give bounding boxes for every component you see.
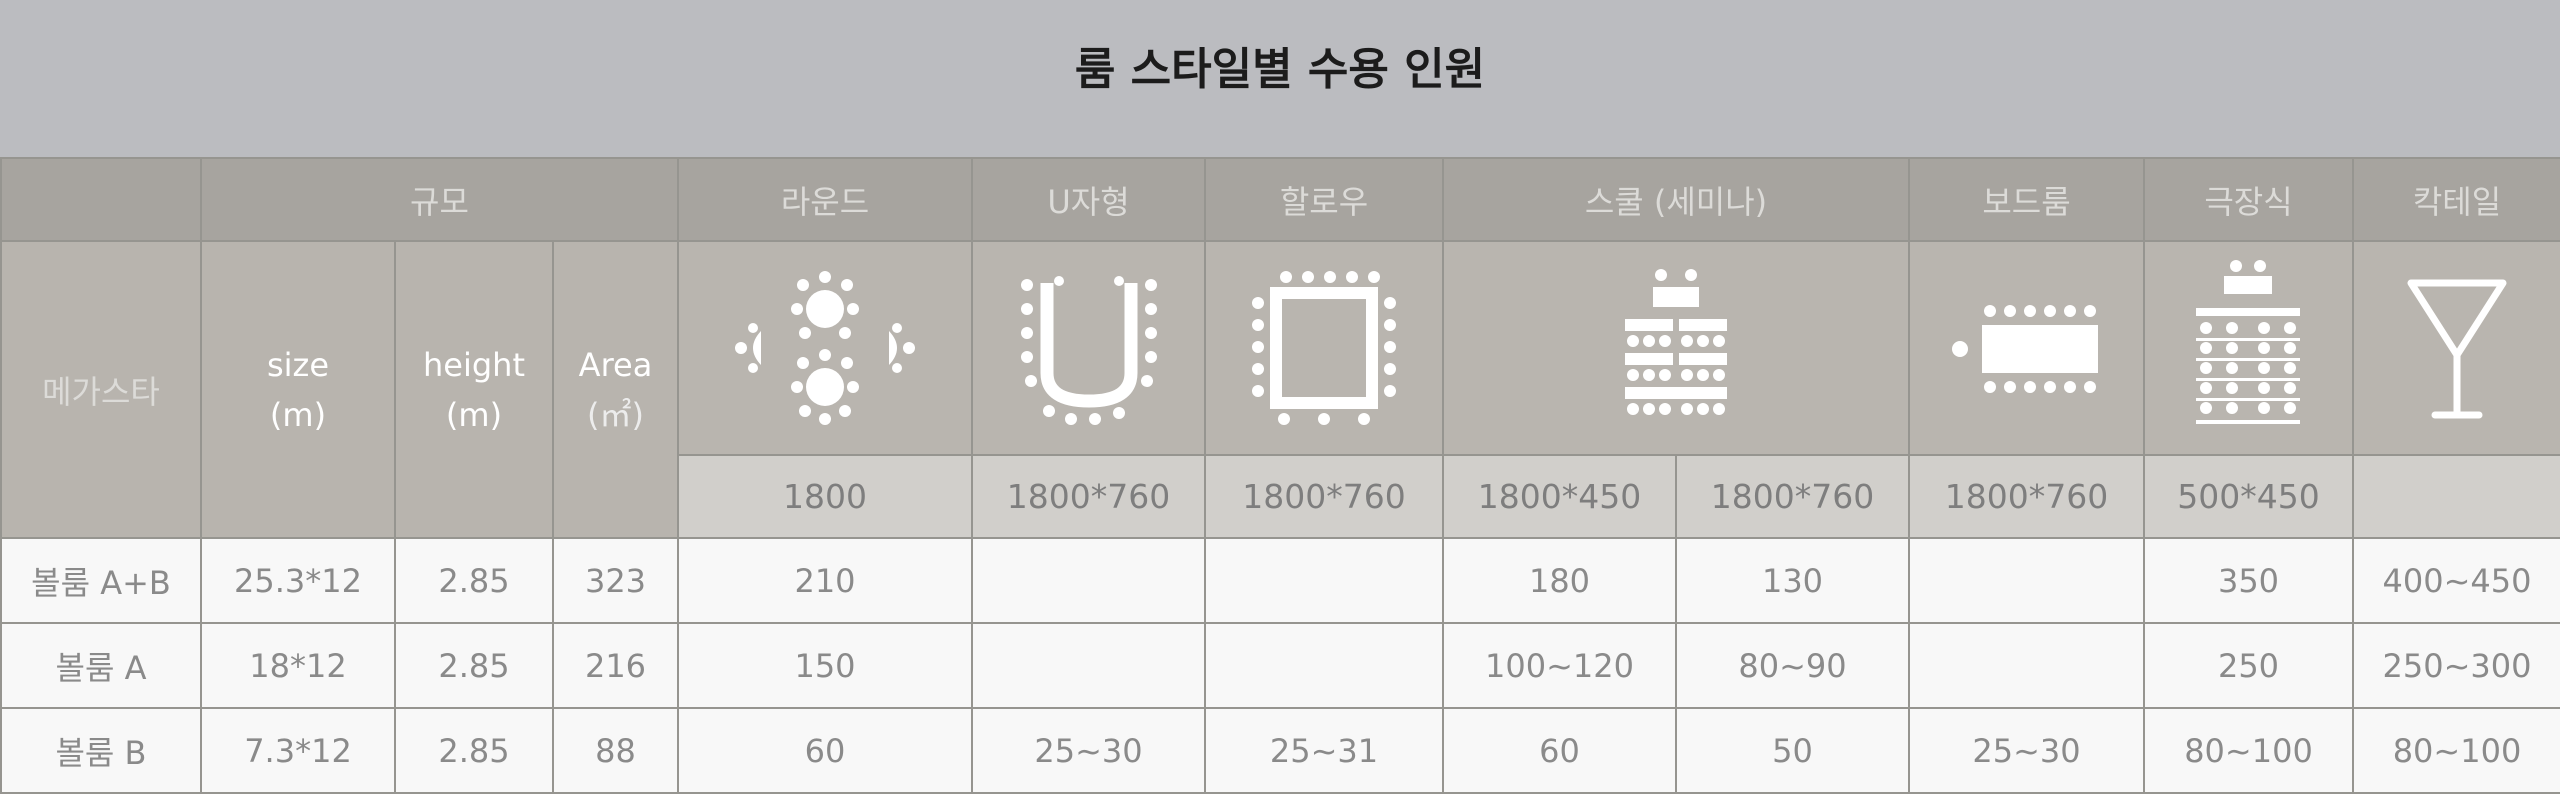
capacity-table: 규모 라운드 U자형 할로우 스쿨 (세미나) 보드룸 극장식 칵테일 메가스타…	[0, 157, 2560, 794]
capacity-theater: 350	[2143, 537, 2354, 624]
table-size-school-760: 1800*760	[1675, 454, 1910, 539]
room-name: 볼룸 A	[0, 622, 202, 709]
size-label: size	[266, 345, 330, 384]
capacity-school-760: 130	[1675, 537, 1910, 624]
room-size: 7.3*12	[200, 707, 396, 794]
table-size-ushape: 1800*760	[971, 454, 1206, 539]
capacity-boardroom: 25~30	[1908, 707, 2145, 794]
table-row: 볼룸 B 7.3*12 2.85 88 60 25~30 25~31 60 50…	[0, 707, 2560, 794]
table-size-hollow: 1800*760	[1204, 454, 1444, 539]
hollow-square-icon	[1204, 240, 1444, 456]
capacity-school-450: 60	[1442, 707, 1677, 794]
school-seminar-icon	[1442, 240, 1910, 456]
table-size-school-450: 1800*450	[1442, 454, 1677, 539]
table-size-theater: 500*450	[2143, 454, 2354, 539]
capacity-hollow	[1204, 622, 1444, 709]
capacity-theater: 80~100	[2143, 707, 2354, 794]
header-row-1: 규모 라운드 U자형 할로우 스쿨 (세미나) 보드룸 극장식 칵테일	[0, 157, 2560, 242]
room-area: 216	[552, 622, 679, 709]
style-header-school: 스쿨 (세미나)	[1442, 157, 1910, 242]
capacity-ushape	[971, 537, 1206, 624]
room-size: 25.3*12	[200, 537, 396, 624]
style-header-hollow: 할로우	[1204, 157, 1444, 242]
cocktail-icon	[2352, 240, 2560, 456]
style-header-cocktail: 칵테일	[2352, 157, 2560, 242]
boardroom-icon	[1908, 240, 2145, 456]
height-label: height	[423, 345, 525, 384]
room-height: 2.85	[394, 707, 554, 794]
area-label: Area	[578, 345, 653, 384]
style-header-theater: 극장식	[2143, 157, 2354, 242]
room-height: 2.85	[394, 622, 554, 709]
capacity-round: 60	[677, 707, 973, 794]
capacity-school-450: 180	[1442, 537, 1677, 624]
room-height: 2.85	[394, 537, 554, 624]
capacity-cocktail: 80~100	[2352, 707, 2560, 794]
room-name: 볼룸 B	[0, 707, 202, 794]
capacity-school-760: 50	[1675, 707, 1910, 794]
room-label: 메가스타	[0, 240, 202, 539]
capacity-hollow: 25~31	[1204, 707, 1444, 794]
capacity-cocktail: 400~450	[2352, 537, 2560, 624]
theater-icon	[2143, 240, 2354, 456]
style-header-ushape: U자형	[971, 157, 1206, 242]
table-size-boardroom: 1800*760	[1908, 454, 2145, 539]
capacity-cocktail: 250~300	[2352, 622, 2560, 709]
room-area: 323	[552, 537, 679, 624]
room-area: 88	[552, 707, 679, 794]
room-size: 18*12	[200, 622, 396, 709]
capacity-boardroom	[1908, 537, 2145, 624]
capacity-round: 210	[677, 537, 973, 624]
title-bar: 룸 스타일별 수용 인원	[0, 0, 2560, 157]
capacity-round: 150	[677, 622, 973, 709]
area-header: Area (㎡)	[552, 240, 679, 539]
size-unit: (m)	[269, 395, 327, 434]
capacity-ushape: 25~30	[971, 707, 1206, 794]
table-row: 볼룸 A+B 25.3*12 2.85 323 210 180 130 350 …	[0, 537, 2560, 624]
capacity-hollow	[1204, 537, 1444, 624]
header-row-3: 1800 1800*760 1800*760 1800*450 1800*760…	[1, 454, 2560, 539]
height-unit: (m)	[445, 395, 503, 434]
scale-header: 규모	[200, 157, 679, 242]
page-title: 룸 스타일별 수용 인원	[1074, 43, 1486, 95]
capacity-theater: 250	[2143, 622, 2354, 709]
table-size-cocktail	[2352, 454, 2560, 539]
style-header-boardroom: 보드룸	[1908, 157, 2145, 242]
corner-cell	[0, 157, 202, 242]
capacity-school-760: 80~90	[1675, 622, 1910, 709]
table-row: 볼룸 A 18*12 2.85 216 150 100~120 80~90 25…	[0, 622, 2560, 709]
table-size-round: 1800	[677, 454, 973, 539]
round-table-icon	[677, 240, 973, 456]
header-row-2: 메가스타 size (m) height (m) Area (㎡)	[0, 240, 2560, 539]
capacity-school-450: 100~120	[1442, 622, 1677, 709]
size-header: size (m)	[200, 240, 396, 539]
area-unit: (㎡)	[587, 395, 644, 434]
height-header: height (m)	[394, 240, 554, 539]
u-shape-icon	[971, 240, 1206, 456]
capacity-ushape	[971, 622, 1206, 709]
style-header-round: 라운드	[677, 157, 973, 242]
room-name: 볼룸 A+B	[0, 537, 202, 624]
capacity-boardroom	[1908, 622, 2145, 709]
